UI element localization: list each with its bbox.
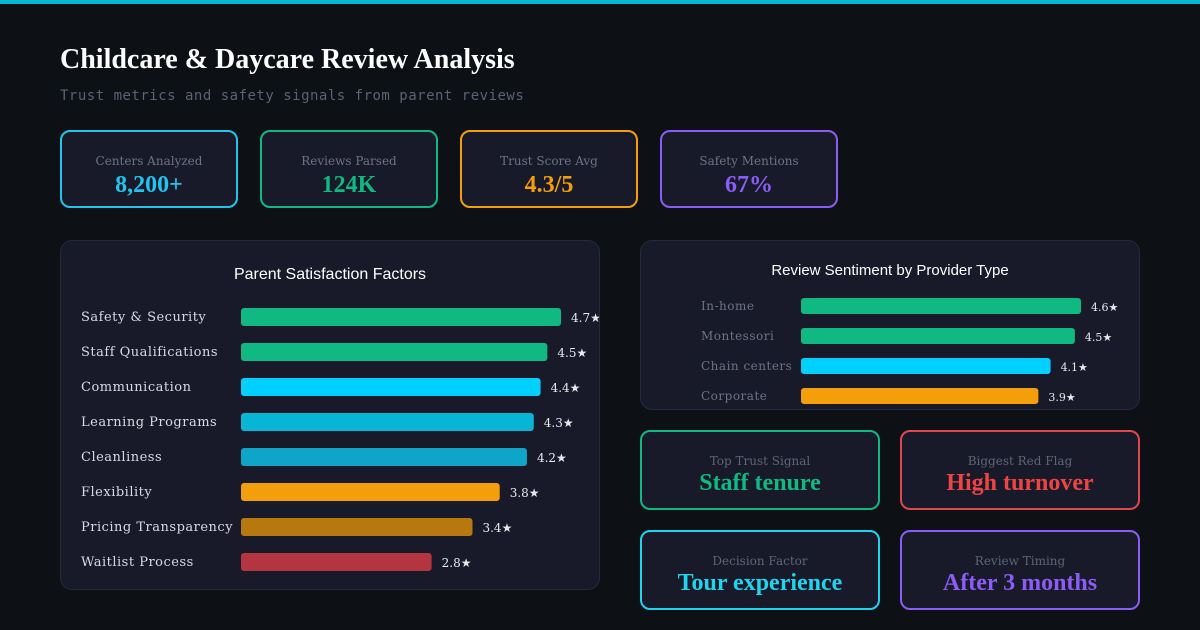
stat-value: 124K — [321, 172, 377, 198]
bar — [241, 553, 432, 571]
satisfaction-factors-panel: Parent Satisfaction Factors Safety & Sec… — [60, 240, 600, 590]
value-label: 2.8★ — [442, 556, 472, 570]
insight-card-decision-factor: Decision Factor Tour experience — [640, 530, 880, 610]
value-label: 4.4★ — [551, 381, 581, 395]
value-label: 4.1★ — [1061, 361, 1088, 374]
bar — [241, 343, 548, 361]
category-label: Communication — [81, 380, 192, 395]
insight-card-trust-signal: Top Trust Signal Staff tenure — [640, 430, 880, 510]
value-label: 4.3★ — [544, 416, 574, 430]
insight-label: Biggest Red Flag — [967, 454, 1073, 468]
stat-card-safety-mentions: Safety Mentions 67% — [660, 130, 838, 208]
value-label: 3.9★ — [1048, 391, 1075, 404]
category-label: Pricing Transparency — [81, 520, 233, 535]
insight-value: High turnover — [946, 470, 1094, 496]
stat-label: Trust Score Avg — [500, 154, 598, 168]
category-label: Staff Qualifications — [81, 345, 218, 360]
chart-title: Review Sentiment by Provider Type — [771, 262, 1009, 279]
bar — [241, 308, 561, 326]
value-label: 3.8★ — [510, 486, 540, 500]
category-label: Flexibility — [81, 485, 152, 500]
insight-card-review-timing: Review Timing After 3 months — [900, 530, 1140, 610]
chart-title: Parent Satisfaction Factors — [233, 266, 427, 283]
bar — [801, 388, 1039, 404]
stat-card-centers: Centers Analyzed 8,200+ — [60, 130, 238, 208]
value-label: 4.6★ — [1091, 301, 1118, 314]
insight-label: Top Trust Signal — [709, 454, 811, 468]
insight-label: Decision Factor — [712, 554, 808, 568]
stat-value: 67% — [725, 172, 773, 198]
stat-card-trust-score: Trust Score Avg 4.3/5 — [460, 130, 638, 208]
value-label: 4.5★ — [1085, 331, 1112, 344]
insight-value: Tour experience — [677, 570, 843, 596]
insight-value: Staff tenure — [699, 470, 821, 496]
provider-bar-chart: In-home 4.6★ Montessori 4.5★ Chain centers 4.… — [701, 298, 1118, 404]
stat-label: Reviews Parsed — [301, 154, 397, 168]
category-label: In-home — [701, 299, 754, 313]
value-label: 4.7★ — [571, 311, 599, 325]
page-subtitle: Trust metrics and safety signals from pa… — [60, 88, 525, 104]
category-label: Safety & Security — [81, 310, 206, 325]
value-label: 4.5★ — [557, 346, 587, 360]
stat-value: 8,200+ — [115, 172, 183, 198]
category-label: Corporate — [701, 389, 767, 403]
bar — [241, 483, 500, 501]
bar — [801, 358, 1051, 374]
bar — [241, 448, 527, 466]
category-label: Learning Programs — [81, 415, 217, 430]
stat-label: Centers Analyzed — [95, 154, 203, 168]
category-label: Montessori — [701, 329, 774, 343]
category-label: Chain centers — [701, 359, 792, 373]
category-label: Waitlist Process — [81, 555, 194, 570]
bar — [801, 298, 1081, 314]
stat-label: Safety Mentions — [699, 154, 799, 168]
bar — [801, 328, 1075, 344]
insight-card-red-flag: Biggest Red Flag High turnover — [900, 430, 1140, 510]
top-accent-bar — [0, 0, 1200, 4]
page-title: Childcare & Daycare Review Analysis — [60, 44, 515, 75]
bar — [241, 413, 534, 431]
stat-card-reviews: Reviews Parsed 124K — [260, 130, 438, 208]
stat-value: 4.3/5 — [524, 172, 574, 198]
satisfaction-bar-chart: Safety & Security 4.7★ Staff Qualification… — [81, 308, 599, 571]
insight-value: After 3 months — [942, 570, 1098, 596]
value-label: 3.4★ — [482, 521, 512, 535]
bar — [241, 378, 541, 396]
category-label: Cleanliness — [81, 450, 162, 465]
bar — [241, 518, 473, 536]
insight-label: Review Timing — [974, 554, 1066, 568]
value-label: 4.2★ — [537, 451, 567, 465]
provider-sentiment-panel: Review Sentiment by Provider Type In-hom… — [640, 240, 1140, 410]
